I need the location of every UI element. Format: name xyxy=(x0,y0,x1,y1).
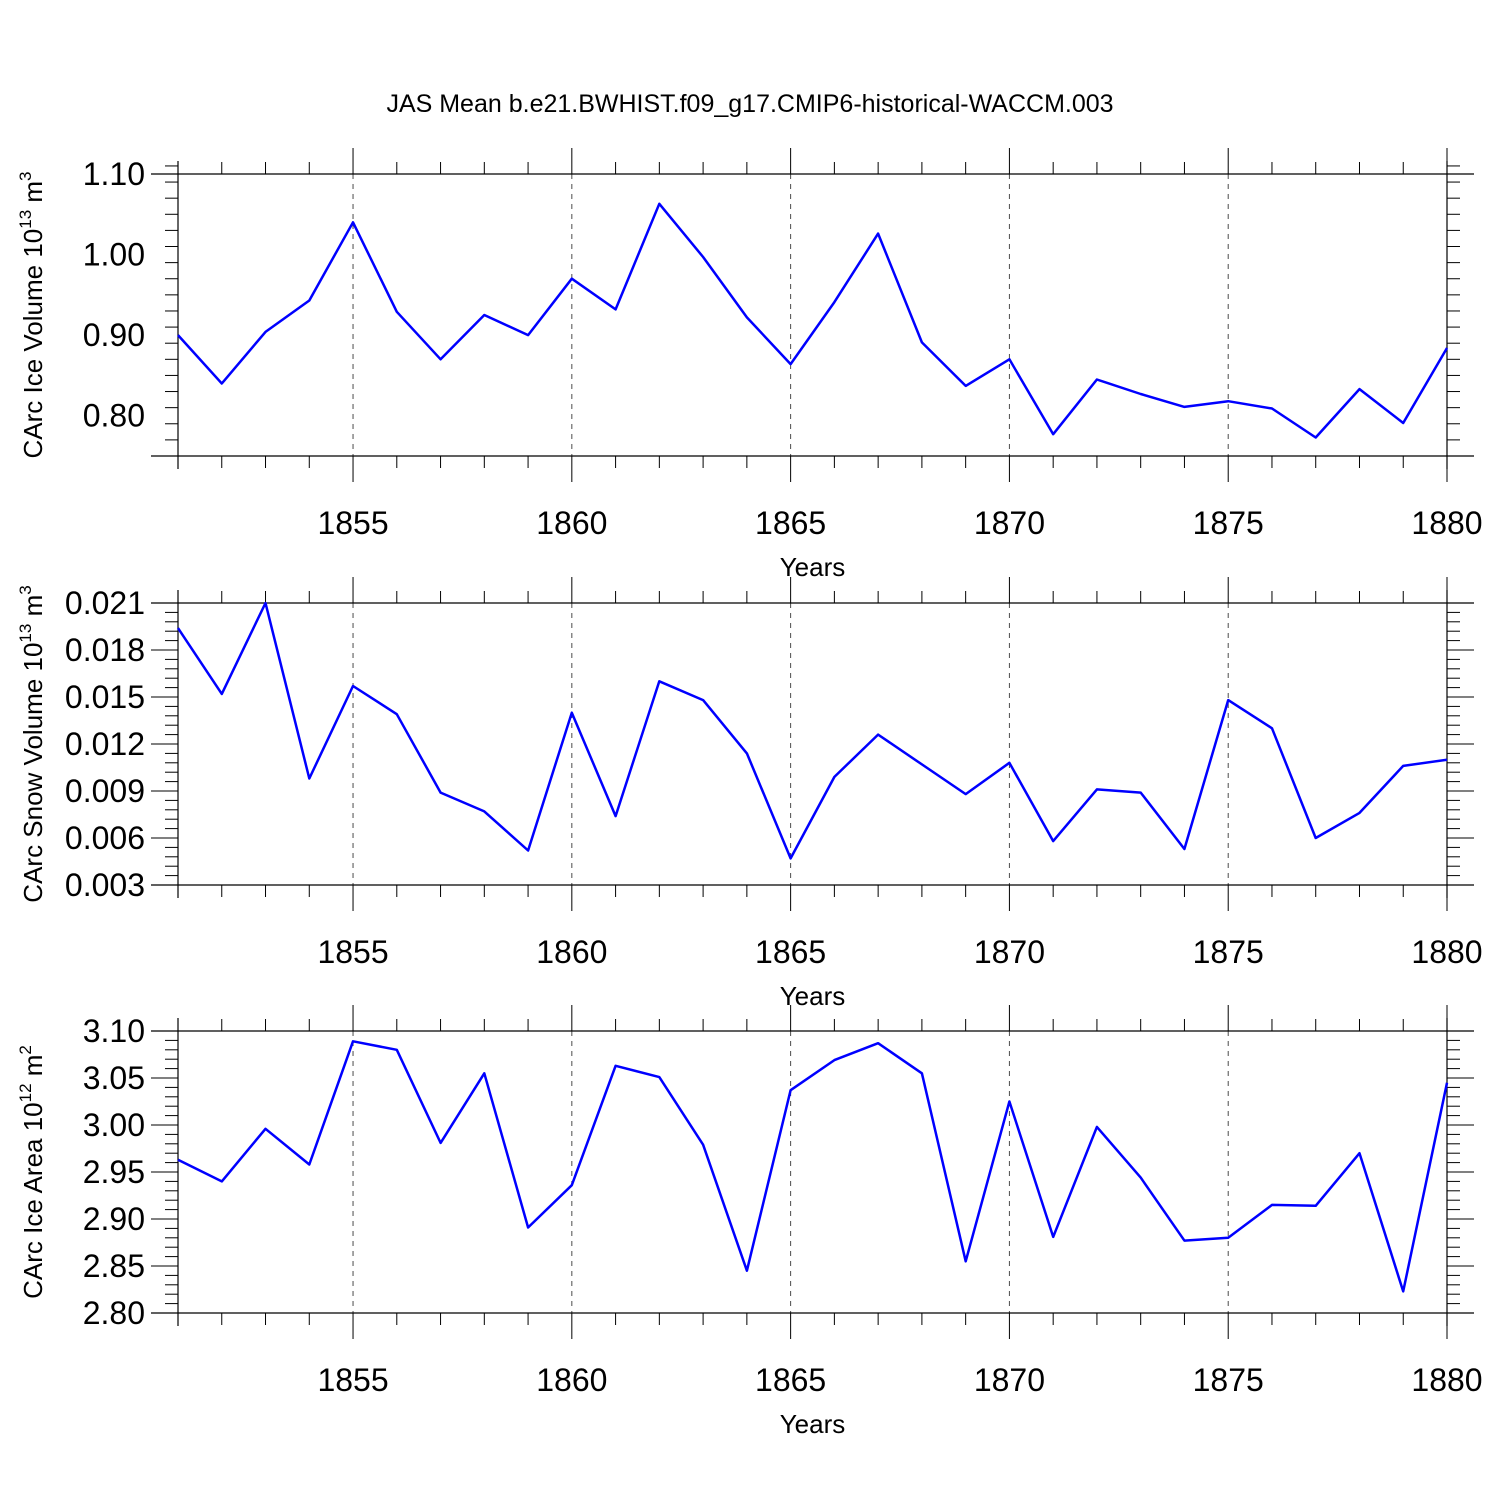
y-axis-title-text: CArc Ice Area 10 xyxy=(18,1102,48,1299)
y-tick-label: 0.006 xyxy=(65,820,145,856)
y-tick-label: 0.009 xyxy=(65,773,145,809)
x-tick-label: 1865 xyxy=(755,1362,826,1398)
chart-panel-3: 1855 1860 1865 1870 1875 1880 Years 2.80 2.85 2.9… xyxy=(16,1005,1483,1439)
y-tick-label: 0.021 xyxy=(65,585,145,621)
chart-panel-2: 1855 1860 1865 1870 1875 1880 Years 0.003 0.006 0… xyxy=(16,577,1483,1011)
x-tick-label: 1870 xyxy=(974,934,1045,970)
x-tick-label: 1855 xyxy=(317,505,388,541)
x-tick-label: 1875 xyxy=(1193,505,1264,541)
x-tick-label: 1880 xyxy=(1411,934,1482,970)
series-line xyxy=(177,1040,1449,1293)
y-axis-title-unit-exponent: 3 xyxy=(16,585,35,594)
y-axis-title: CArc Ice Volume 1013 m3 xyxy=(16,171,48,458)
y-axis-title-exponent: 12 xyxy=(16,1083,35,1102)
y-axis-title: CArc Ice Area 1012 m2 xyxy=(16,1045,48,1299)
y-tick-label: 0.015 xyxy=(65,679,145,715)
y-tick-label: 0.90 xyxy=(83,317,145,353)
y-tick-label: 0.80 xyxy=(83,398,145,434)
y-axis-title-exponent: 13 xyxy=(16,624,35,643)
y-tick-label: 3.00 xyxy=(83,1107,145,1143)
y-tick-label: 2.90 xyxy=(83,1201,145,1237)
x-axis-title: Years xyxy=(780,981,846,1011)
x-tick-label: 1865 xyxy=(755,934,826,970)
y-axis-title-unit: m xyxy=(18,1055,48,1084)
y-axis-title-text: CArc Snow Volume 10 xyxy=(18,643,48,903)
y-tick-label: 0.018 xyxy=(65,632,145,668)
x-tick-label: 1865 xyxy=(755,505,826,541)
x-tick-label: 1875 xyxy=(1193,934,1264,970)
x-tick-label: 1880 xyxy=(1411,505,1482,541)
y-tick-label: 2.85 xyxy=(83,1248,145,1284)
x-tick-label: 1875 xyxy=(1193,1362,1264,1398)
x-tick-label: 1855 xyxy=(317,934,388,970)
chart-title: JAS Mean b.e21.BWHIST.f09_g17.CMIP6-hist… xyxy=(386,90,1113,118)
series-line xyxy=(177,202,1449,439)
y-axis-title-exponent: 13 xyxy=(16,210,35,229)
y-axis-title-text: CArc Ice Volume 10 xyxy=(18,229,48,459)
y-tick-label: 0.003 xyxy=(65,867,145,903)
y-tick-label: 3.05 xyxy=(83,1060,145,1096)
y-tick-label: 2.80 xyxy=(83,1295,145,1331)
x-tick-label: 1855 xyxy=(317,1362,388,1398)
x-tick-label: 1860 xyxy=(536,505,607,541)
x-axis-title: Years xyxy=(780,552,846,582)
y-tick-label: 1.10 xyxy=(83,156,145,192)
y-axis-title-unit: m xyxy=(18,595,48,624)
chart-panel-1: 1855 1860 1865 1870 1875 1880 Years 0.80 0.90 1.0… xyxy=(16,148,1483,582)
y-axis-title-unit-exponent: 2 xyxy=(16,1045,35,1054)
y-tick-label: 3.10 xyxy=(83,1013,145,1049)
y-tick-label: 2.95 xyxy=(83,1154,145,1190)
x-tick-label: 1880 xyxy=(1411,1362,1482,1398)
y-axis-title-unit: m xyxy=(18,181,48,210)
x-axis-title: Years xyxy=(780,1409,846,1439)
y-tick-label: 0.012 xyxy=(65,726,145,762)
series-line xyxy=(176,601,1448,860)
x-tick-label: 1860 xyxy=(536,934,607,970)
y-axis-title: CArc Snow Volume 1013 m3 xyxy=(16,585,48,902)
y-axis-title-unit-exponent: 3 xyxy=(16,171,35,180)
x-tick-label: 1870 xyxy=(974,505,1045,541)
x-tick-label: 1870 xyxy=(974,1362,1045,1398)
y-tick-label: 1.00 xyxy=(83,237,145,273)
x-tick-label: 1860 xyxy=(536,1362,607,1398)
